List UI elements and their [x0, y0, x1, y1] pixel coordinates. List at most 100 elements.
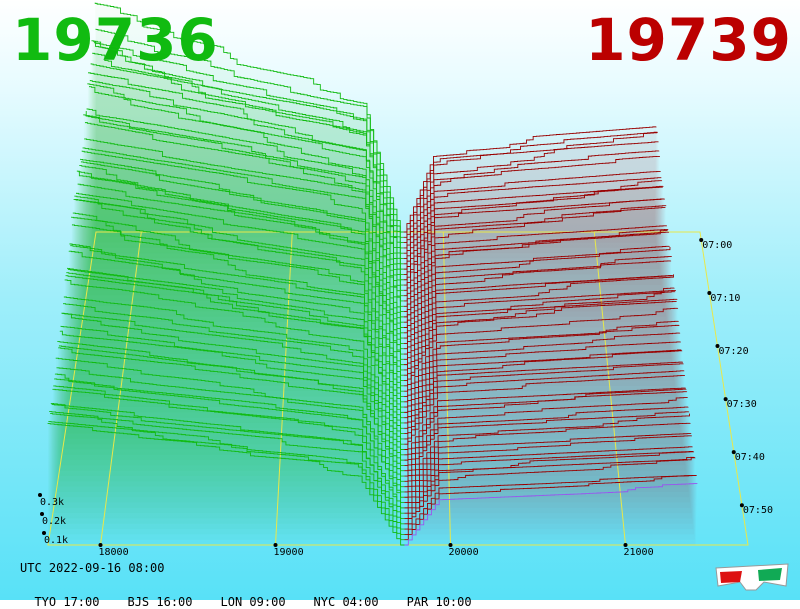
x-tick-dot [273, 543, 278, 547]
ask-depth-line [404, 320, 679, 403]
bid-depth-line [84, 122, 404, 302]
bid-depth-line [57, 341, 405, 482]
bid-depth-line [86, 108, 404, 291]
ask-depth-line [404, 474, 697, 541]
ask-depth-line [403, 126, 657, 233]
ask-depth-line [403, 228, 669, 323]
y-tick-dot [40, 512, 44, 516]
clock-tyo: TYO 17:00 [34, 595, 100, 609]
ask-depth-line [403, 170, 661, 265]
bid-depth-line [90, 63, 404, 265]
ask-depth-line [404, 363, 684, 440]
x-tick-label: 21000 [624, 547, 654, 558]
ask-depth-line [403, 287, 675, 371]
bid-depth-line [78, 171, 404, 344]
bid-depth-line [81, 150, 404, 323]
time-tick-dot [699, 237, 704, 242]
ask-depth-line [404, 422, 691, 493]
ask-depth-line [404, 397, 688, 472]
ask-depth-line [403, 132, 658, 238]
bid-depth-line [82, 147, 404, 318]
bid-depth-line [76, 192, 404, 360]
time-tick-label: 07:00 [702, 240, 732, 251]
chart-frame [47, 231, 749, 546]
ask-depth-line [404, 451, 695, 519]
clock-bjs: BJS 16:00 [127, 595, 193, 609]
bid-depth-line [74, 195, 404, 371]
bid-depth-line [55, 357, 405, 493]
bid-depth-line [59, 330, 405, 466]
ask-depth-line [404, 457, 696, 530]
ask-depth-line [403, 291, 676, 376]
bid-depth-line [52, 388, 405, 514]
bid-depth-line [50, 402, 405, 525]
bid-depth-line [61, 312, 405, 456]
bid-depth-line [87, 83, 404, 286]
ask-depth-line [404, 349, 682, 424]
bid-depth-line [80, 161, 404, 328]
bid-depth-line [58, 345, 405, 472]
ask-depth-line [404, 300, 677, 387]
ask-depth-line [404, 370, 685, 445]
bid-depth-line [47, 423, 405, 546]
y-tick-label: 0.1k [44, 535, 68, 546]
x-tick-dot [448, 543, 453, 547]
bid-depth-line [67, 269, 405, 413]
bid-depth-line [95, 28, 404, 233]
ask-depth-line [404, 435, 692, 504]
y-tick-dot [42, 531, 46, 535]
bid-price: 19736 [12, 6, 219, 74]
bid-depth-line [48, 421, 405, 541]
time-tick-label: 07:20 [718, 346, 748, 357]
bid-depth-line [94, 2, 404, 238]
ask-depth-line [404, 451, 694, 514]
clock-lon: LON 09:00 [220, 595, 286, 609]
ask-depth-line [403, 260, 672, 344]
time-tick-dot [723, 397, 728, 402]
ask-depth-line [403, 185, 664, 286]
y-tick-dot [38, 493, 42, 497]
bid-depth-line [68, 250, 405, 408]
ask-depth-line [403, 246, 671, 339]
x-tick-label: 20000 [449, 547, 479, 558]
y-tick-label: 0.3k [40, 497, 64, 508]
ask-depth-line [404, 391, 688, 466]
ask-depth-line [404, 332, 681, 413]
ask-depth-line [404, 411, 690, 482]
bid-depth-line [93, 40, 404, 249]
x-tick-label: 19000 [274, 547, 304, 558]
ask-depth-line [403, 177, 662, 270]
bid-depth-line [70, 245, 405, 397]
bid-depth-line [85, 110, 404, 297]
ask-depth-line [404, 483, 698, 546]
bid-depth-line [60, 325, 405, 461]
ask-depth-line [404, 474, 697, 535]
ask-depth-line [404, 350, 683, 429]
bid-depth-line [54, 373, 405, 498]
ask-depth-line [403, 274, 674, 366]
utc-time: UTC 2022-09-16 08:00 [20, 561, 165, 575]
ask-depth-line [404, 375, 686, 450]
bid-depth-line [73, 199, 404, 376]
ask-depth-line [403, 131, 658, 244]
bid-depth-line [56, 367, 405, 488]
ask-depth-line [404, 307, 679, 397]
bid-depth-line [63, 303, 405, 445]
bid-depth-line [83, 114, 404, 313]
y-tick-label: 0.2k [42, 516, 66, 527]
bid-depth-line [49, 411, 405, 535]
bid-depth-line [58, 347, 405, 477]
depth-chart: 18000 19000 20000 21000 0.1k 0.2k 0.3k 07:00 07:… [38, 2, 773, 558]
ask-depth-line [404, 456, 695, 525]
3d-glasses-icon[interactable] [712, 560, 792, 592]
bid-depth-line [65, 275, 405, 429]
ask-depth-line [404, 433, 692, 498]
bid-depth-line [69, 243, 405, 403]
ask-depth-line [403, 205, 667, 307]
ask-depth-line [404, 406, 689, 477]
ask-price: 19739 [585, 6, 792, 74]
time-tick-dot [715, 344, 720, 349]
ask-depth-line [403, 256, 672, 350]
tick-layer: 18000 19000 20000 21000 0.1k 0.2k 0.3k 07:00 07:… [38, 237, 773, 558]
x-tick-label: 18000 [99, 547, 129, 558]
